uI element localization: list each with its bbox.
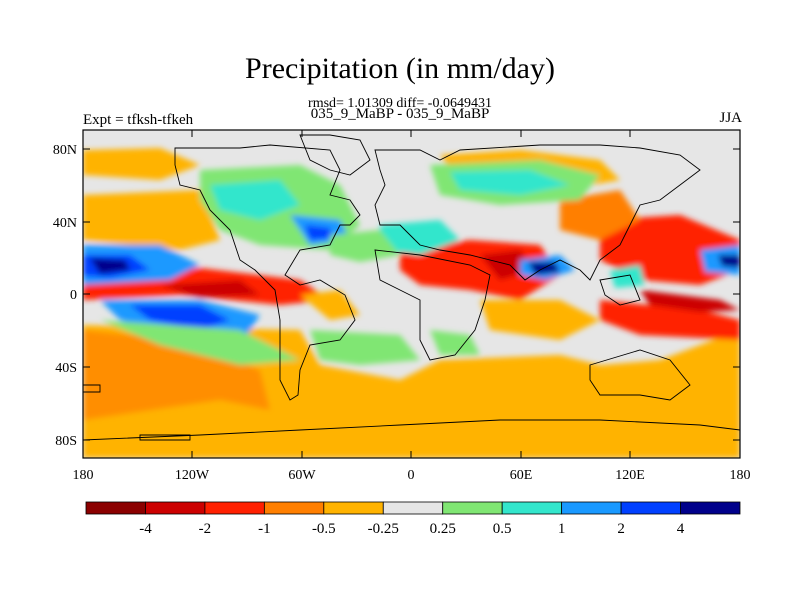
colorbar-swatch xyxy=(561,501,622,515)
lon-label-120e: 120E xyxy=(615,468,645,483)
map-field xyxy=(83,130,740,458)
colorbar-swatch xyxy=(204,501,265,515)
colorbar-swatch xyxy=(382,501,444,515)
colorbar-label: -2 xyxy=(199,521,212,537)
lat-label-0: 0 xyxy=(70,288,77,303)
coastlines xyxy=(83,134,740,441)
colorbar-swatch xyxy=(263,501,325,515)
map-title: Precipitation (in mm/day) xyxy=(245,52,555,85)
lat-label-40s: 40S xyxy=(55,361,77,376)
colorbar-label: 2 xyxy=(617,521,625,537)
season-label: JJA xyxy=(719,110,742,126)
lon-label-120w: 120W xyxy=(175,468,210,483)
lon-label-0: 0 xyxy=(408,468,415,483)
experiment-label: Expt = tfksh-tfkeh xyxy=(83,112,194,128)
colorbar-label: -0.25 xyxy=(368,521,399,537)
experiment-subtitle: 035_9_MaBP - 035_9_MaBP xyxy=(310,106,490,122)
colorbar-swatch xyxy=(680,501,741,515)
colorbar-label: 4 xyxy=(677,521,685,537)
colorbar-swatch xyxy=(85,501,146,515)
colorbar-label: 0.5 xyxy=(493,521,512,537)
colorbar-swatch xyxy=(620,501,681,515)
colorbar-swatch xyxy=(145,501,206,515)
lon-label-180e: 180 xyxy=(730,468,751,483)
stats-subtitle: rmsd= 1.01309 diff= -0.0649431 xyxy=(308,96,492,111)
colorbar-label: -4 xyxy=(139,521,152,537)
lat-label-80s: 80S xyxy=(55,434,77,449)
lon-label-60w: 60W xyxy=(288,468,316,483)
colorbar-label: 0.25 xyxy=(430,521,456,537)
colorbar: -4 -2 -1 -0.5 -0.25 0.25 0.5 1 2 4 xyxy=(85,501,741,537)
colorbar-label: -0.5 xyxy=(312,521,336,537)
lat-ticks xyxy=(83,148,740,441)
colorbar-swatch xyxy=(442,501,503,515)
colorbar-swatch xyxy=(323,501,384,515)
lat-label-40n: 40N xyxy=(53,216,77,231)
lon-label-180w: 180 xyxy=(73,468,94,483)
colorbar-swatch xyxy=(501,501,563,515)
lat-label-80n: 80N xyxy=(53,143,77,158)
lon-ticks xyxy=(191,130,631,458)
colorbar-label: -1 xyxy=(258,521,271,537)
lon-label-60e: 60E xyxy=(510,468,533,483)
colorbar-label: 1 xyxy=(558,521,566,537)
